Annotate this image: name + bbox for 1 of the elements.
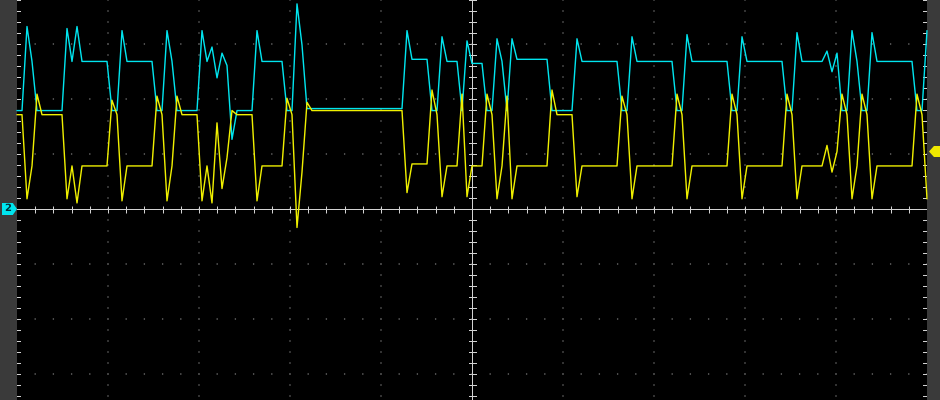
annotation: 2	[2, 203, 17, 215]
